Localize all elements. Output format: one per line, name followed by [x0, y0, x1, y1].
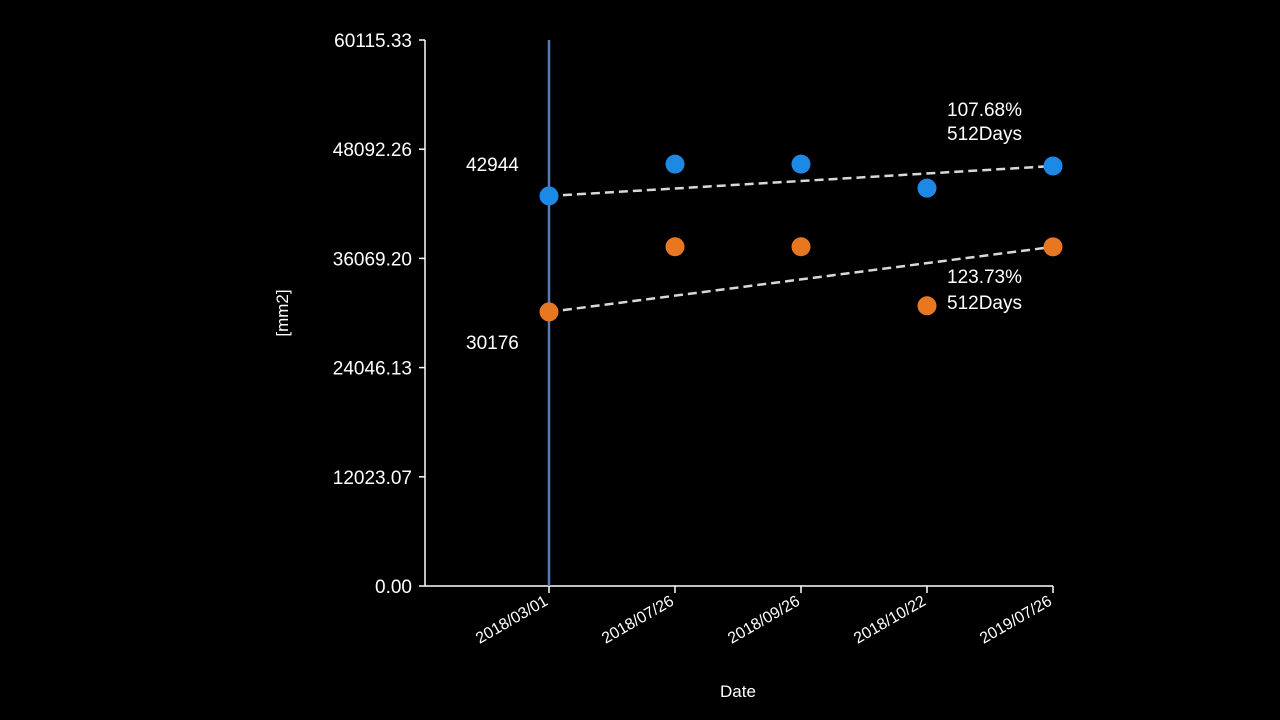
data-point-orange	[1043, 237, 1063, 257]
data-point-blue	[665, 154, 685, 174]
y-tick-label: 24046.13	[333, 359, 412, 380]
data-point-blue	[1043, 156, 1063, 176]
x-tick-label: 2018/07/26	[599, 593, 677, 648]
x-tick-label: 2018/03/01	[473, 593, 551, 648]
x-axis-title: Date	[720, 682, 756, 701]
annotation-growth: 107.68%	[947, 100, 1022, 121]
trend-line-blue	[548, 164, 1054, 198]
y-tick-label: 36069.20	[333, 249, 412, 270]
x-tick-label: 2019/07/26	[977, 593, 1055, 648]
x-tick-label: 2018/10/22	[851, 593, 929, 648]
data-point-blue	[917, 178, 937, 198]
y-tick-label: 60115.33	[334, 31, 412, 52]
data-point-orange	[665, 237, 685, 257]
annotation-duration: 512Days	[947, 124, 1022, 145]
y-tick-label: 12023.07	[333, 468, 412, 489]
trend-line-orange	[548, 245, 1054, 314]
annotation-duration: 512Days	[947, 293, 1022, 314]
data-point-orange	[917, 296, 937, 316]
x-tick-label: 2018/09/26	[725, 593, 803, 648]
annotation-growth: 123.73%	[947, 267, 1022, 288]
data-point-orange	[539, 302, 559, 322]
y-tick-label: 48092.26	[333, 140, 412, 161]
y-tick-label: 0.00	[375, 577, 412, 598]
data-point-orange	[791, 237, 811, 257]
data-point-blue	[791, 154, 811, 174]
annotation-start-value: 30176	[466, 333, 519, 354]
annotation-start-value: 42944	[466, 155, 519, 176]
data-point-blue	[539, 186, 559, 206]
y-axis-title: [mm2]	[273, 289, 292, 336]
